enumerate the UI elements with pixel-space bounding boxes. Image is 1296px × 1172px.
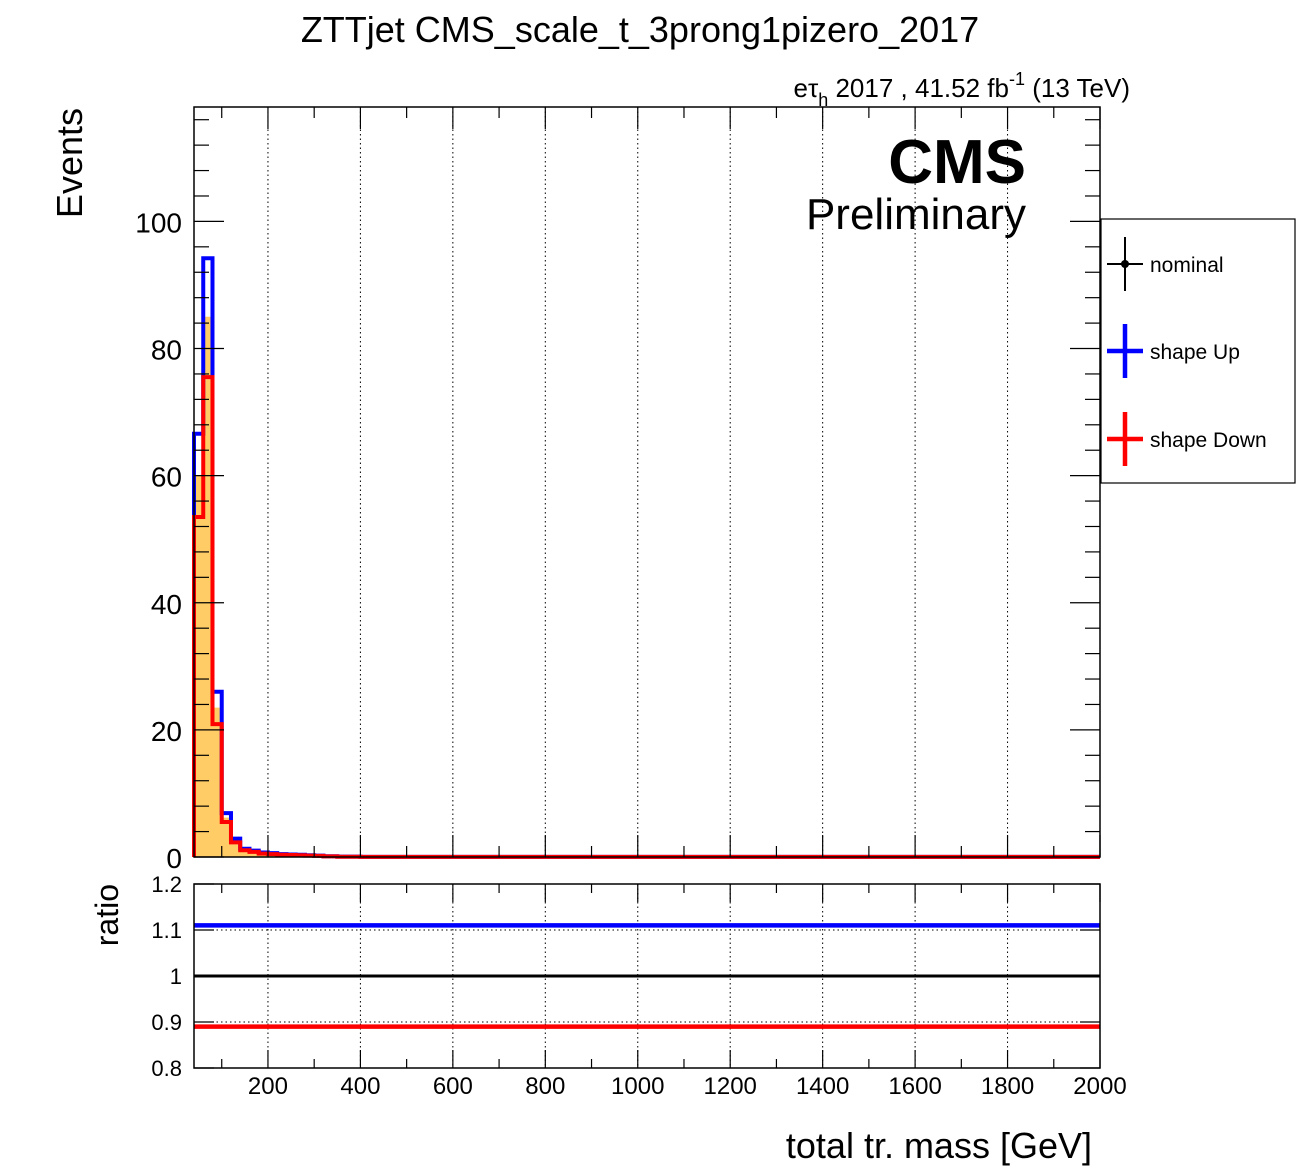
main-panel: 0 20 40 60 80 100	[135, 106, 1101, 874]
ratio-lines	[194, 923, 1100, 1029]
lumi-sup: -1	[1009, 69, 1025, 89]
lumi-e: e	[793, 73, 807, 103]
lumi-sub: h	[818, 90, 828, 110]
lumi-rest: 2017 , 41.52 fb	[828, 73, 1009, 103]
ratio-grid	[194, 883, 1100, 1069]
x-tick-label-2: 600	[433, 1073, 473, 1100]
main-ytick-label-5: 100	[135, 207, 182, 238]
preliminary-label: Preliminary	[806, 190, 1026, 239]
ratio-ytick-label-4: 1.2	[151, 872, 182, 897]
ratio-y-tick-labels: 0.8 0.9 1 1.1 1.2	[151, 872, 182, 1081]
chart-title: ZTTjet CMS_scale_t_3prong1pizero_2017	[301, 9, 979, 50]
ratio-y-axis-label: ratio	[89, 884, 125, 946]
hist-shape-down	[192, 375, 1100, 859]
x-tick-label-3: 800	[525, 1073, 565, 1100]
legend-item-shape-up: shape Up	[1107, 324, 1240, 378]
x-tick-label-9: 2000	[1073, 1073, 1126, 1100]
main-ytick-label-4: 80	[151, 335, 182, 366]
lumi-label: eτh 2017 , 41.52 fb-1 (13 TeV)	[793, 69, 1130, 110]
legend-marker-dot	[1121, 260, 1129, 268]
x-tick-label-8: 1800	[981, 1073, 1034, 1100]
x-tick-label-5: 1200	[704, 1073, 757, 1100]
ratio-panel: 0.8 0.9 1 1.1 1.2 200 400 600 800 1000 1200 1400 16…	[151, 872, 1126, 1100]
legend-item-nominal: nominal	[1107, 237, 1224, 291]
ratio-ytick-label-0: 0.8	[151, 1056, 182, 1081]
cms-label: CMS	[888, 128, 1026, 197]
legend-label: shape Up	[1150, 341, 1240, 364]
x-tick-label-0: 200	[248, 1073, 288, 1100]
legend-label: shape Down	[1150, 429, 1267, 452]
y-axis-label: Events	[49, 108, 90, 218]
main-ytick-label-1: 20	[151, 716, 182, 747]
main-ytick-label-3: 60	[151, 462, 182, 493]
legend-items: nominal shape Up shape Down	[1107, 237, 1267, 466]
main-histograms	[192, 256, 1100, 859]
x-tick-label-7: 1600	[888, 1073, 941, 1100]
x-tick-labels: 200 400 600 800 1000 1200 1400 1600 1800 2000	[248, 1073, 1127, 1100]
lumi-energy: (13 TeV)	[1025, 73, 1130, 103]
ratio-ticks	[194, 883, 1101, 1069]
main-ytick-label-0: 0	[166, 843, 182, 874]
main-frame	[193, 106, 1101, 858]
x-tick-label-1: 400	[340, 1073, 380, 1100]
x-tick-label-6: 1400	[796, 1073, 849, 1100]
hist-shape-up	[192, 256, 1100, 859]
ratio-ytick-label-1: 0.9	[151, 1010, 182, 1035]
main-grid	[267, 107, 1009, 857]
main-ytick-label-2: 40	[151, 589, 182, 620]
x-axis-label: total tr. mass [GeV]	[786, 1125, 1092, 1166]
lumi-tau: τ	[808, 73, 819, 103]
legend-item-shape-down: shape Down	[1107, 412, 1267, 466]
ratio-ytick-label-3: 1.1	[151, 918, 182, 943]
ratio-ytick-label-2: 1	[170, 964, 182, 989]
legend-label: nominal	[1150, 254, 1224, 277]
main-ticks	[194, 107, 1101, 858]
legend: nominal shape Up shape Down	[1100, 218, 1296, 484]
main-y-tick-labels: 0 20 40 60 80 100	[135, 207, 182, 874]
hist-nominal-fill	[194, 316, 1100, 858]
x-tick-label-4: 1000	[611, 1073, 664, 1100]
